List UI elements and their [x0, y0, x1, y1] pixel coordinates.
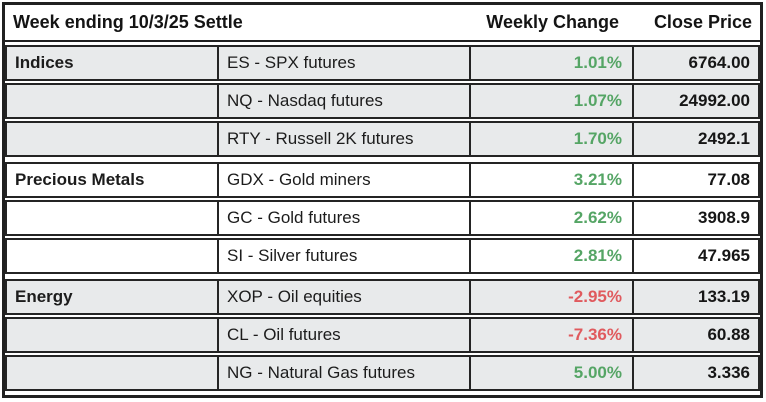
- category-label: Energy: [7, 281, 217, 313]
- weekly-change-value: -7.36%: [469, 319, 632, 351]
- table-row: CL - Oil futures -7.36% 60.88: [5, 317, 760, 353]
- table-row: Energy XOP - Oil equities -2.95% 133.19: [5, 279, 760, 315]
- category-label: Precious Metals: [7, 164, 217, 196]
- table-row: NG - Natural Gas futures 5.00% 3.336: [5, 355, 760, 391]
- table-row: Indices ES - SPX futures 1.01% 6764.00: [5, 45, 760, 81]
- weekly-change-value: 2.81%: [469, 240, 632, 272]
- table-row: GC - Gold futures 2.62% 3908.9: [5, 200, 760, 236]
- ticker-label: GDX - Gold miners: [217, 164, 469, 196]
- ticker-label: RTY - Russell 2K futures: [217, 123, 469, 155]
- ticker-label: CL - Oil futures: [217, 319, 469, 351]
- close-price-value: 3908.9: [632, 202, 758, 234]
- table-row: RTY - Russell 2K futures 1.70% 2492.1: [5, 121, 760, 157]
- ticker-label: NG - Natural Gas futures: [217, 357, 469, 389]
- category-cell-empty: [7, 357, 217, 389]
- close-price-value: 6764.00: [632, 47, 758, 79]
- category-cell-empty: [7, 240, 217, 272]
- group-indices: Indices ES - SPX futures 1.01% 6764.00 N…: [5, 45, 760, 157]
- table-row: SI - Silver futures 2.81% 47.965: [5, 238, 760, 274]
- category-label: Indices: [7, 47, 217, 79]
- group-energy: Energy XOP - Oil equities -2.95% 133.19 …: [5, 279, 760, 391]
- group-precious-metals: Precious Metals GDX - Gold miners 3.21% …: [5, 162, 760, 274]
- close-price-value: 2492.1: [632, 123, 758, 155]
- weekly-change-value: 1.07%: [469, 85, 632, 117]
- weekly-change-value: 1.01%: [469, 47, 632, 79]
- table-row: Precious Metals GDX - Gold miners 3.21% …: [5, 162, 760, 198]
- weekly-change-value: 3.21%: [469, 164, 632, 196]
- weekly-change-value: 1.70%: [469, 123, 632, 155]
- ticker-label: GC - Gold futures: [217, 202, 469, 234]
- weekly-change-value: 5.00%: [469, 357, 632, 389]
- close-price-value: 24992.00: [632, 85, 758, 117]
- close-price-value: 47.965: [632, 240, 758, 272]
- table-header-row: Week ending 10/3/25 Settle Weekly Change…: [5, 5, 760, 42]
- close-price-column-header: Close Price: [653, 12, 752, 32]
- close-price-value: 3.336: [632, 357, 758, 389]
- category-cell-empty: [7, 123, 217, 155]
- table-row: NQ - Nasdaq futures 1.07% 24992.00: [5, 83, 760, 119]
- table-title: Week ending 10/3/25 Settle: [13, 12, 243, 32]
- ticker-label: SI - Silver futures: [217, 240, 469, 272]
- ticker-label: XOP - Oil equities: [217, 281, 469, 313]
- weekly-change-value: -2.95%: [469, 281, 632, 313]
- close-price-value: 133.19: [632, 281, 758, 313]
- ticker-label: ES - SPX futures: [217, 47, 469, 79]
- category-cell-empty: [7, 202, 217, 234]
- settle-table: Week ending 10/3/25 Settle Weekly Change…: [2, 2, 763, 398]
- weekly-change-value: 2.62%: [469, 202, 632, 234]
- weekly-change-column-header: Weekly Change: [486, 12, 619, 32]
- category-cell-empty: [7, 319, 217, 351]
- ticker-label: NQ - Nasdaq futures: [217, 85, 469, 117]
- close-price-value: 60.88: [632, 319, 758, 351]
- category-cell-empty: [7, 85, 217, 117]
- close-price-value: 77.08: [632, 164, 758, 196]
